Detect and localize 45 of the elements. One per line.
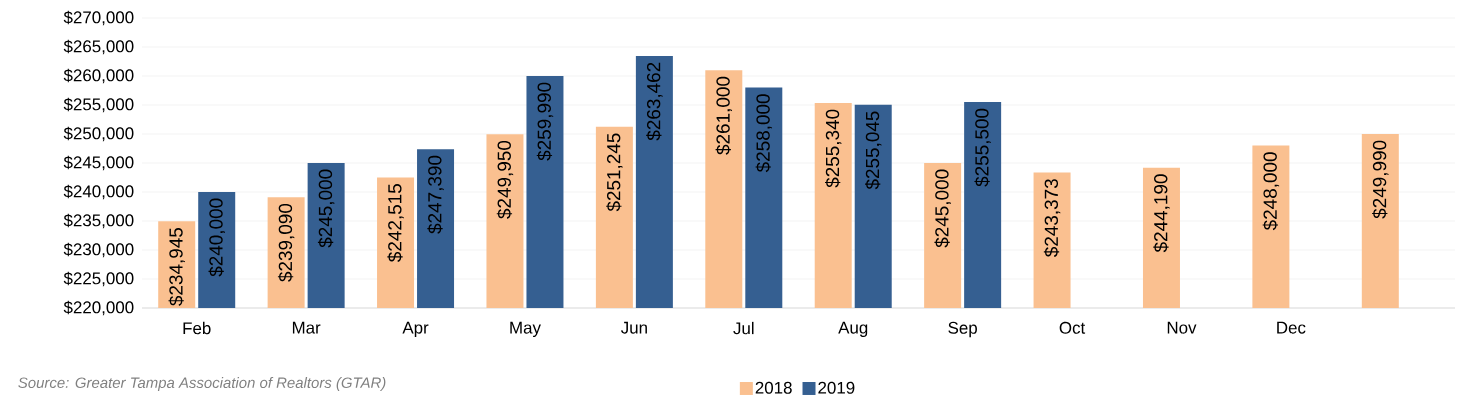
- source-note: Source: Greater Tampa Association of Realtors (GTAR): [18, 377, 386, 391]
- x-tick-label: Oct: [1059, 321, 1086, 334]
- y-tick-label: $225,000: [63, 271, 134, 287]
- data-label: $255,340: [825, 109, 842, 188]
- y-tick-label: $255,000: [63, 97, 134, 113]
- y-tick-label: $245,000: [63, 155, 134, 171]
- data-label: $261,000: [715, 76, 733, 155]
- data-label: $240,000: [208, 198, 225, 277]
- data-label: $248,000: [1262, 152, 1280, 231]
- data-label: $249,990: [1372, 140, 1389, 219]
- x-tick-label: Apr: [402, 321, 429, 338]
- y-tick-label: $265,000: [63, 39, 134, 55]
- data-label: $245,000: [317, 169, 335, 248]
- data-label: $251,245: [606, 133, 623, 212]
- y-tick-label: $240,000: [63, 184, 134, 200]
- data-label: $243,373: [1043, 179, 1061, 258]
- y-tick-label: $220,000: [63, 300, 134, 316]
- y-tick-label: $250,000: [63, 126, 134, 142]
- data-label: $244,190: [1153, 174, 1170, 253]
- data-label: $263,462: [646, 62, 663, 141]
- x-tick-label: Mar: [292, 321, 321, 334]
- y-tick-label: $260,000: [63, 68, 134, 84]
- y-tick-label: $230,000: [63, 242, 134, 258]
- data-label: $247,390: [427, 155, 444, 234]
- data-label: $245,000: [934, 169, 951, 248]
- legend-label: 2018: [755, 381, 792, 394]
- y-tick-label: $235,000: [63, 213, 134, 229]
- data-label: $234,945: [168, 227, 185, 306]
- data-label: $258,000: [755, 94, 773, 173]
- x-tick-label: Jun: [620, 321, 647, 334]
- data-label: $242,515: [387, 184, 404, 263]
- x-tick-label: May: [510, 321, 541, 338]
- data-label: $239,090: [277, 203, 295, 282]
- data-label: $255,500: [974, 108, 991, 187]
- x-tick-label: Dec: [1277, 321, 1306, 334]
- x-tick-label: Feb: [183, 321, 211, 335]
- data-label: $249,950: [496, 140, 514, 219]
- legend-label: 2019: [818, 381, 855, 394]
- y-tick-label: $270,000: [63, 10, 134, 26]
- x-tick-label: Jul: [733, 321, 754, 335]
- data-label: $255,045: [865, 111, 882, 190]
- x-tick-label: Aug: [838, 321, 868, 338]
- x-tick-label: Nov: [1167, 321, 1197, 334]
- data-label: $259,990: [536, 82, 554, 161]
- x-tick-label: Sep: [948, 321, 977, 338]
